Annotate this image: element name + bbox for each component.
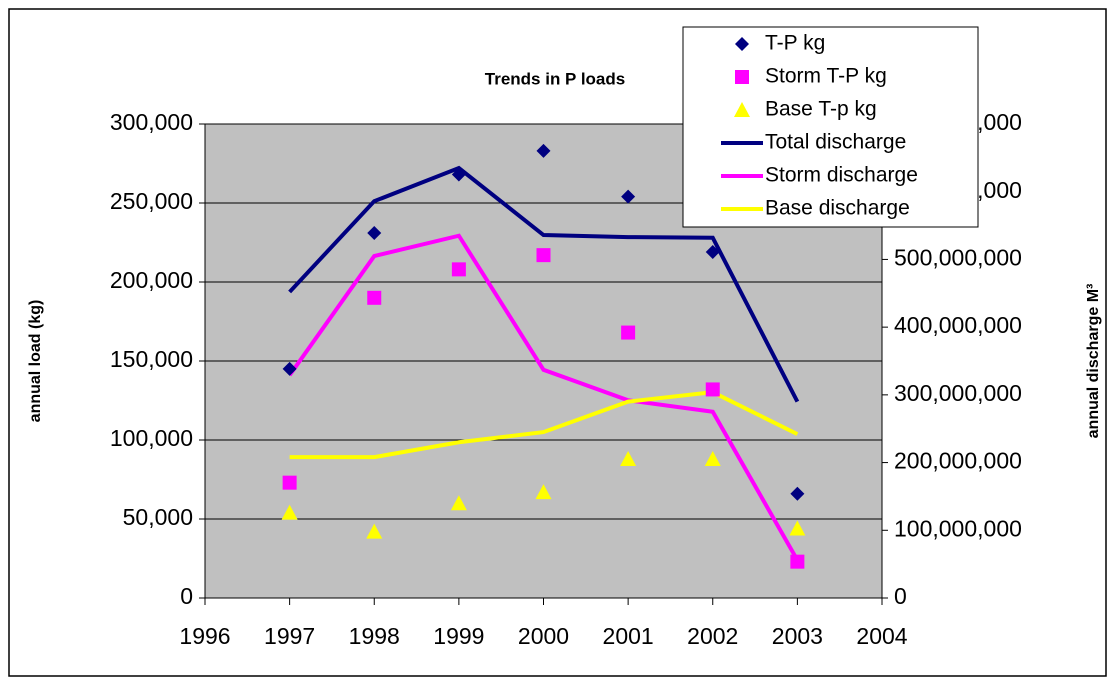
chart-title: Trends in P loads	[485, 69, 625, 88]
marker-point	[621, 189, 636, 204]
x-tick-label: 2003	[772, 623, 823, 649]
legend-label: T-P kg	[765, 32, 825, 55]
x-tick-label: 1996	[179, 623, 230, 649]
y2-axis-label: annual discharge M³	[1085, 284, 1102, 439]
legend-label: Storm discharge	[765, 164, 918, 187]
x-tick-label: 2004	[856, 623, 907, 649]
marker-point	[620, 450, 637, 466]
legend-label: Total discharge	[765, 131, 906, 154]
x-tick-label: 1997	[264, 623, 315, 649]
marker-point	[536, 143, 551, 158]
x-tick-label: 1999	[433, 623, 484, 649]
legend-label: Base discharge	[765, 197, 910, 220]
y2-tick-label: 200,000,000	[894, 448, 1022, 474]
legend-box	[682, 26, 979, 228]
marker-point	[367, 290, 382, 305]
marker-point	[789, 520, 806, 536]
x-tick-label: 2001	[603, 623, 654, 649]
marker-point	[790, 486, 805, 501]
y-tick-label: 0	[180, 583, 193, 609]
marker-point	[282, 475, 297, 490]
marker-point	[451, 167, 466, 182]
line-series	[287, 233, 800, 562]
y2-tick-label: 0	[894, 583, 907, 609]
legend-label: Base T-p kg	[765, 98, 877, 121]
x-tick-label: 1998	[349, 623, 400, 649]
marker-point	[704, 450, 721, 466]
y-tick-label: 200,000	[110, 267, 193, 293]
marker-point	[535, 484, 552, 500]
y-tick-label: 100,000	[110, 425, 193, 451]
legend-swatch	[735, 37, 749, 51]
y2-tick-label: 100,000,000	[894, 515, 1022, 541]
marker-point	[450, 495, 467, 511]
legend-label: Storm T-P kg	[765, 65, 887, 88]
y-tick-label: 250,000	[110, 188, 193, 214]
marker-point	[790, 554, 805, 569]
y-tick-label: 300,000	[110, 109, 193, 135]
marker-point	[281, 504, 298, 520]
marker-point	[536, 248, 551, 263]
x-tick-label: 2000	[518, 623, 569, 649]
legend-swatch	[735, 70, 749, 84]
y2-tick-label: 400,000,000	[894, 312, 1022, 338]
y2-tick-label: 500,000,000	[894, 245, 1022, 271]
marker-point	[705, 382, 720, 397]
marker-point	[451, 262, 466, 277]
x-tick-label: 2002	[687, 623, 738, 649]
marker-point	[705, 244, 720, 259]
y-tick-label: 50,000	[123, 504, 193, 530]
y-axis-label: annual load (kg)	[27, 300, 44, 423]
marker-point	[367, 226, 382, 241]
y2-tick-label: 300,000,000	[894, 380, 1022, 406]
marker-point	[366, 523, 383, 539]
legend-swatch	[734, 102, 750, 117]
line-series	[288, 165, 800, 403]
marker-point	[621, 325, 636, 340]
y-tick-label: 150,000	[110, 346, 193, 372]
marker-point	[282, 361, 297, 376]
